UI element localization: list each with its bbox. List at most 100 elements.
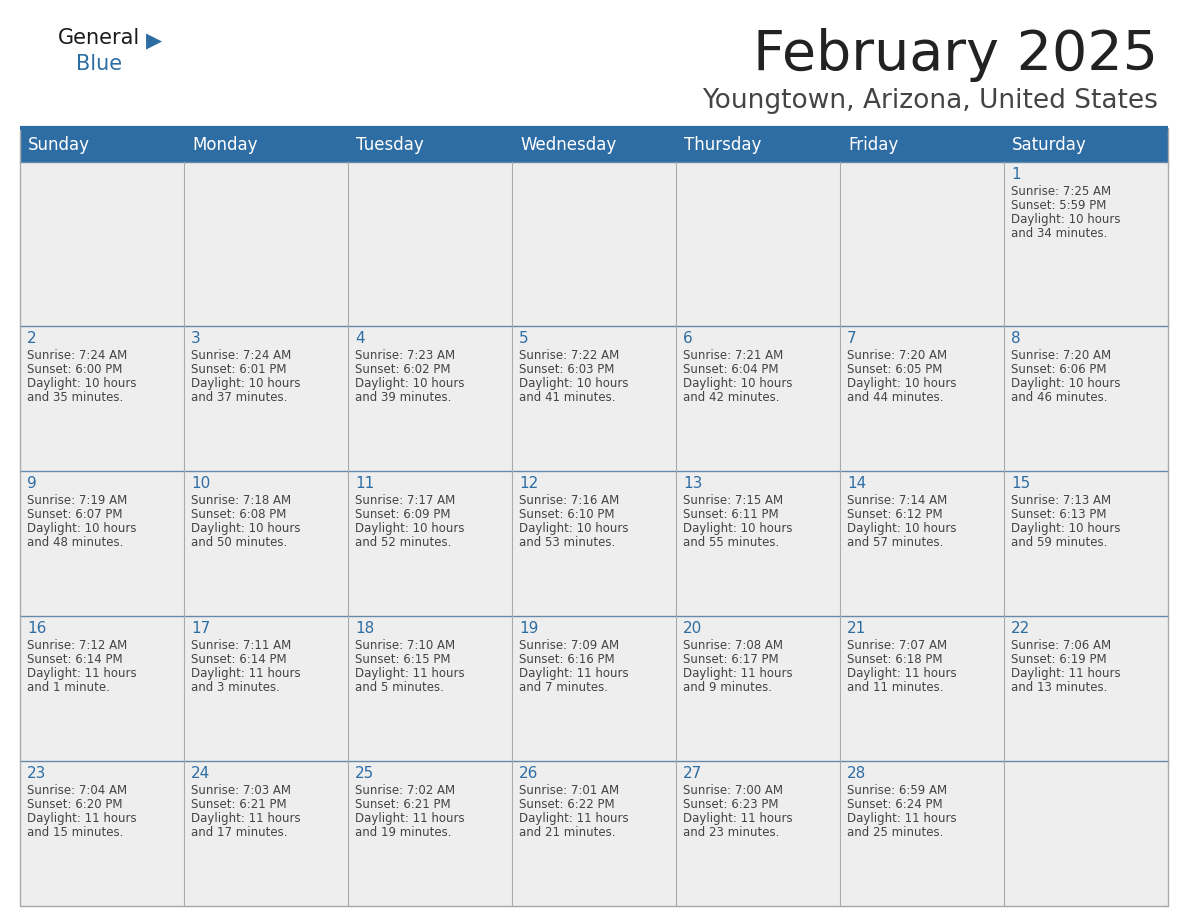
Text: Sunrise: 7:16 AM: Sunrise: 7:16 AM — [519, 494, 619, 507]
Text: Daylight: 11 hours: Daylight: 11 hours — [847, 812, 956, 825]
Text: 18: 18 — [355, 621, 374, 636]
Text: and 37 minutes.: and 37 minutes. — [191, 391, 287, 404]
Text: and 9 minutes.: and 9 minutes. — [683, 681, 772, 694]
Text: Daylight: 11 hours: Daylight: 11 hours — [355, 812, 465, 825]
Text: 2: 2 — [27, 330, 37, 346]
Text: Sunrise: 7:18 AM: Sunrise: 7:18 AM — [191, 494, 291, 507]
Text: Saturday: Saturday — [1012, 136, 1087, 154]
Text: 16: 16 — [27, 621, 46, 636]
Text: Sunset: 6:13 PM: Sunset: 6:13 PM — [1011, 508, 1106, 521]
Text: Daylight: 10 hours: Daylight: 10 hours — [683, 376, 792, 389]
Bar — [512, 162, 676, 326]
Text: Sunrise: 6:59 AM: Sunrise: 6:59 AM — [847, 784, 947, 797]
Text: 17: 17 — [191, 621, 210, 636]
Text: Sunset: 6:19 PM: Sunset: 6:19 PM — [1011, 653, 1107, 666]
Text: 23: 23 — [27, 766, 46, 781]
Text: and 53 minutes.: and 53 minutes. — [519, 536, 615, 549]
Text: Daylight: 10 hours: Daylight: 10 hours — [191, 521, 301, 535]
Bar — [20, 616, 184, 761]
Bar — [840, 761, 1004, 906]
Text: Sunset: 6:02 PM: Sunset: 6:02 PM — [355, 363, 450, 375]
Text: 3: 3 — [191, 330, 201, 346]
Bar — [676, 471, 840, 616]
Text: 22: 22 — [1011, 621, 1030, 636]
Bar — [184, 471, 348, 616]
Text: Sunrise: 7:14 AM: Sunrise: 7:14 AM — [847, 494, 947, 507]
Text: Daylight: 11 hours: Daylight: 11 hours — [191, 812, 301, 825]
Text: and 41 minutes.: and 41 minutes. — [519, 391, 615, 404]
Text: Daylight: 11 hours: Daylight: 11 hours — [27, 812, 137, 825]
Text: 6: 6 — [683, 330, 693, 346]
Text: Sunrise: 7:02 AM: Sunrise: 7:02 AM — [355, 784, 455, 797]
Text: and 15 minutes.: and 15 minutes. — [27, 826, 124, 839]
Text: Daylight: 10 hours: Daylight: 10 hours — [1011, 213, 1120, 226]
Bar — [348, 761, 512, 906]
Bar — [676, 326, 840, 471]
Text: Daylight: 11 hours: Daylight: 11 hours — [1011, 666, 1120, 680]
Bar — [184, 326, 348, 471]
Text: 28: 28 — [847, 766, 866, 781]
Text: and 44 minutes.: and 44 minutes. — [847, 391, 943, 404]
Text: Daylight: 10 hours: Daylight: 10 hours — [847, 521, 956, 535]
Text: Sunset: 6:09 PM: Sunset: 6:09 PM — [355, 508, 450, 521]
Text: Sunset: 6:01 PM: Sunset: 6:01 PM — [191, 363, 286, 375]
Text: Sunrise: 7:25 AM: Sunrise: 7:25 AM — [1011, 185, 1111, 198]
Text: and 1 minute.: and 1 minute. — [27, 681, 109, 694]
Bar — [676, 761, 840, 906]
Bar — [1004, 471, 1168, 616]
Bar — [348, 326, 512, 471]
Text: 8: 8 — [1011, 330, 1020, 346]
Text: Daylight: 11 hours: Daylight: 11 hours — [355, 666, 465, 680]
Text: Sunrise: 7:20 AM: Sunrise: 7:20 AM — [1011, 349, 1111, 362]
Text: Sunrise: 7:17 AM: Sunrise: 7:17 AM — [355, 494, 455, 507]
Text: Sunset: 6:15 PM: Sunset: 6:15 PM — [355, 653, 450, 666]
Text: Daylight: 11 hours: Daylight: 11 hours — [519, 666, 628, 680]
Bar — [1004, 326, 1168, 471]
Text: ▶: ▶ — [146, 31, 162, 51]
Text: Monday: Monday — [192, 136, 258, 154]
Bar — [20, 128, 1168, 906]
Text: 11: 11 — [355, 476, 374, 491]
Text: Daylight: 11 hours: Daylight: 11 hours — [683, 812, 792, 825]
Text: Daylight: 11 hours: Daylight: 11 hours — [683, 666, 792, 680]
Bar — [840, 471, 1004, 616]
Text: Sunrise: 7:10 AM: Sunrise: 7:10 AM — [355, 639, 455, 652]
Text: Sunset: 6:14 PM: Sunset: 6:14 PM — [191, 653, 286, 666]
Text: Sunset: 6:18 PM: Sunset: 6:18 PM — [847, 653, 942, 666]
Bar — [840, 326, 1004, 471]
Text: Sunset: 6:04 PM: Sunset: 6:04 PM — [683, 363, 778, 375]
Text: 21: 21 — [847, 621, 866, 636]
Text: 19: 19 — [519, 621, 538, 636]
Text: Sunset: 6:16 PM: Sunset: 6:16 PM — [519, 653, 614, 666]
Text: Daylight: 10 hours: Daylight: 10 hours — [519, 521, 628, 535]
Text: Daylight: 10 hours: Daylight: 10 hours — [1011, 376, 1120, 389]
Text: Sunset: 5:59 PM: Sunset: 5:59 PM — [1011, 199, 1106, 212]
Bar — [512, 761, 676, 906]
Text: Sunrise: 7:08 AM: Sunrise: 7:08 AM — [683, 639, 783, 652]
Text: Sunset: 6:12 PM: Sunset: 6:12 PM — [847, 508, 942, 521]
Text: Sunrise: 7:12 AM: Sunrise: 7:12 AM — [27, 639, 127, 652]
Text: Sunset: 6:20 PM: Sunset: 6:20 PM — [27, 798, 122, 811]
Text: Daylight: 10 hours: Daylight: 10 hours — [191, 376, 301, 389]
Text: Sunset: 6:03 PM: Sunset: 6:03 PM — [519, 363, 614, 375]
Text: Sunset: 6:14 PM: Sunset: 6:14 PM — [27, 653, 122, 666]
Text: and 52 minutes.: and 52 minutes. — [355, 536, 451, 549]
Text: Sunset: 6:06 PM: Sunset: 6:06 PM — [1011, 363, 1106, 375]
Text: and 34 minutes.: and 34 minutes. — [1011, 227, 1107, 240]
Bar — [512, 326, 676, 471]
Bar — [348, 616, 512, 761]
Text: 27: 27 — [683, 766, 702, 781]
Bar — [512, 616, 676, 761]
Text: Sunset: 6:24 PM: Sunset: 6:24 PM — [847, 798, 942, 811]
Text: Sunset: 6:17 PM: Sunset: 6:17 PM — [683, 653, 778, 666]
Text: Wednesday: Wednesday — [520, 136, 617, 154]
Text: Daylight: 11 hours: Daylight: 11 hours — [519, 812, 628, 825]
Text: and 17 minutes.: and 17 minutes. — [191, 826, 287, 839]
Text: 15: 15 — [1011, 476, 1030, 491]
Text: Daylight: 11 hours: Daylight: 11 hours — [27, 666, 137, 680]
Bar — [184, 162, 348, 326]
Text: Sunrise: 7:01 AM: Sunrise: 7:01 AM — [519, 784, 619, 797]
Text: 12: 12 — [519, 476, 538, 491]
Text: 7: 7 — [847, 330, 857, 346]
Text: and 46 minutes.: and 46 minutes. — [1011, 391, 1107, 404]
